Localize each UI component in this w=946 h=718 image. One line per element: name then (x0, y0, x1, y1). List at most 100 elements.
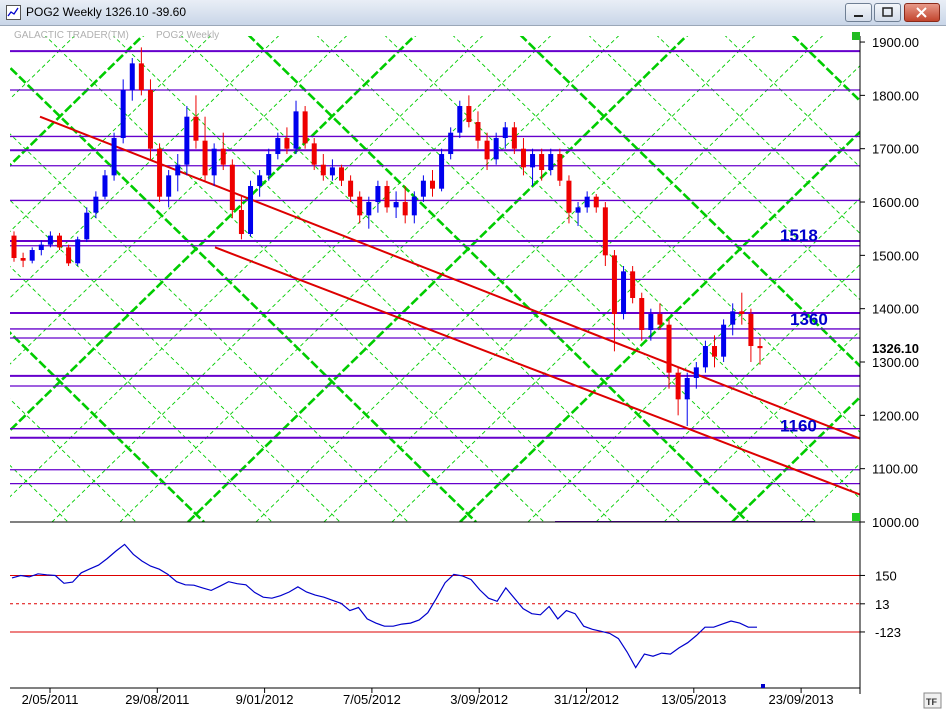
grid-line-down (247, 36, 749, 522)
grid-line-up (10, 36, 348, 365)
candle-body (429, 180, 435, 189)
tf-badge[interactable]: TF (923, 692, 942, 709)
candle-body (220, 148, 226, 165)
grid-line-down (10, 331, 205, 522)
time-tick-label: 13/05/2013 (661, 692, 726, 707)
price-tick-label: 1600.00 (872, 195, 919, 210)
candle-body (584, 196, 590, 208)
window-titlebar[interactable]: POG2 Weekly 1326.10 -39.60 (0, 0, 946, 26)
close-icon (916, 7, 927, 18)
candle-body (502, 127, 508, 139)
maximize-button[interactable] (874, 3, 901, 22)
candle-body (648, 314, 654, 331)
candle-body (339, 167, 345, 181)
candle-body (175, 164, 181, 176)
candle-body (439, 154, 445, 189)
minimize-icon (854, 15, 863, 17)
last-price-label: 1326.10 (872, 341, 919, 356)
time-axis: 2/05/2011 29/08/2011 9/01/2012 7/05/2012 3/0… (22, 688, 834, 707)
horizontal-levels (10, 50, 860, 522)
grid-line-down (10, 199, 341, 522)
window-title: POG2 Weekly 1326.10 (26, 5, 149, 19)
candle-body (520, 148, 526, 168)
grid-line-up (10, 36, 76, 100)
candle-body (739, 311, 745, 315)
app-icon (6, 5, 21, 20)
candle-body (120, 90, 126, 139)
candle-body (411, 196, 417, 216)
price-tick-label: 1100.00 (872, 462, 918, 477)
price-change: -39.60 (152, 5, 187, 19)
grid-line-up (119, 36, 620, 522)
candle-body (193, 116, 199, 141)
candle-body (147, 90, 153, 149)
oscillator-tick-label: 150 (875, 568, 897, 583)
price-axis: 1900.00 1800.00 1700.00 1600.00 1500.00 1400.… (860, 35, 919, 530)
candle-body (475, 122, 481, 141)
candle-body (84, 212, 90, 240)
price-tick-label: 1500.00 (872, 248, 919, 263)
gann-grid (10, 36, 860, 522)
candle-body (320, 164, 326, 176)
candle-body (20, 258, 26, 261)
oscillator-marker (761, 684, 765, 688)
price-tick-label: 1900.00 (872, 35, 919, 50)
price-tick-label: 1400.00 (872, 302, 919, 317)
time-tick-label: 7/05/2012 (343, 692, 401, 707)
candle-body (266, 154, 272, 176)
candle-body (748, 314, 754, 347)
candle-body (93, 196, 99, 213)
time-tick-label: 3/09/2012 (450, 692, 508, 707)
grid-line-down (452, 36, 860, 433)
oscillator-axis: 150 13 -123 (860, 568, 901, 640)
candle-body (702, 346, 708, 368)
oscillator-tick-label: -123 (875, 625, 901, 640)
grid-line-up (323, 36, 824, 522)
candle-body (657, 314, 663, 325)
top-marker (852, 32, 860, 40)
candle-body (420, 180, 426, 197)
grid-line-up (10, 36, 145, 167)
candle-body (484, 140, 490, 160)
grid-line-up (391, 65, 860, 522)
time-tick-label: 31/12/2012 (554, 692, 619, 707)
candle-body (639, 298, 645, 331)
candle-body (675, 372, 681, 400)
price-tick-label: 1800.00 (872, 88, 919, 103)
grid-line-up (10, 36, 280, 299)
candle-body (493, 138, 499, 160)
candle-body (275, 138, 281, 155)
candle-body (56, 235, 62, 248)
candle-body (66, 247, 72, 264)
oscillator-panel (10, 543, 860, 669)
grid-line-down (10, 265, 273, 522)
candle-body (311, 143, 317, 165)
candle-body (602, 207, 608, 256)
candle-body (257, 175, 263, 187)
grid-line-down (180, 36, 681, 522)
grid-line-down (316, 36, 817, 522)
candle-body (393, 202, 399, 208)
candle-body (666, 324, 672, 373)
chart-canvas[interactable]: 1900.00 1800.00 1700.00 1600.00 1500.00 1400.… (0, 26, 946, 713)
candle-body (111, 138, 117, 176)
price-tick-label: 1700.00 (872, 142, 919, 157)
candle-body (166, 175, 172, 197)
candle-body (157, 148, 163, 197)
candle-body (211, 148, 217, 176)
candle-body (384, 186, 390, 208)
close-button[interactable] (904, 3, 940, 22)
minimize-button[interactable] (845, 3, 872, 22)
price-tick-label: 1000.00 (872, 515, 919, 530)
candle-body (329, 167, 335, 176)
candle-body (621, 271, 627, 315)
candle-body (730, 311, 736, 325)
candle-body (102, 175, 108, 197)
candle-body (712, 346, 718, 357)
candle-body (47, 235, 53, 245)
candle-body (229, 164, 235, 211)
candle-body (375, 186, 381, 203)
grid-line-up (255, 36, 756, 522)
candle-body (611, 255, 617, 315)
candle-body (202, 140, 208, 176)
